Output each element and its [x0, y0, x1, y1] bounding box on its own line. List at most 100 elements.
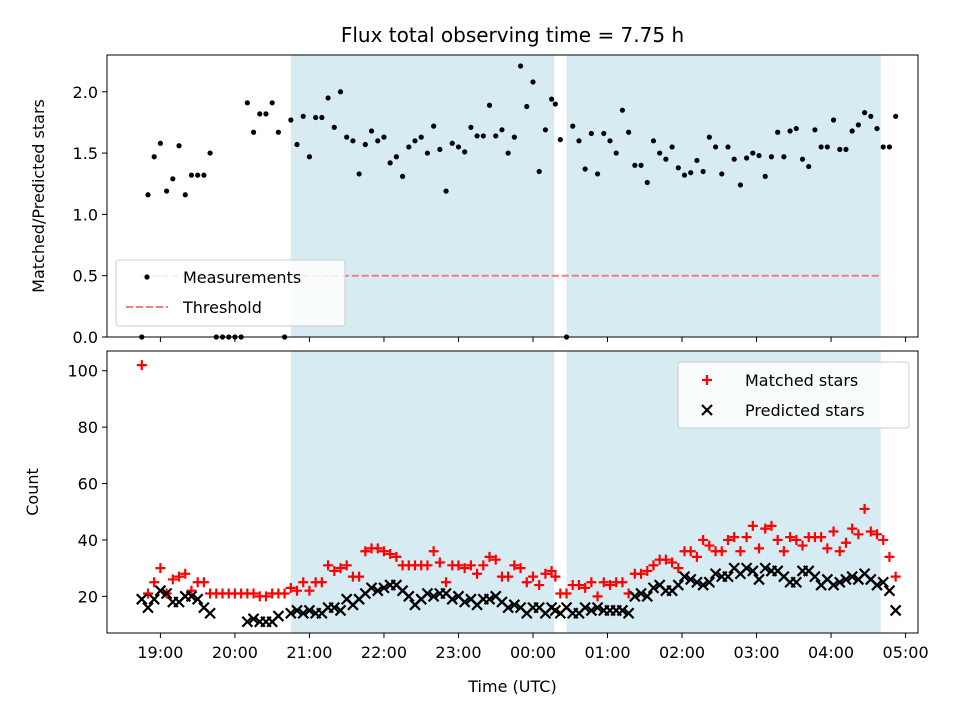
top-y-axis-label: Matched/Predicted stars [29, 99, 48, 293]
data-point [579, 601, 591, 614]
data-point [861, 110, 868, 116]
data-point [762, 173, 768, 179]
data-point [719, 171, 725, 177]
data-point [164, 188, 170, 194]
data-point [443, 188, 449, 194]
data-point [155, 563, 166, 574]
data-point [855, 122, 861, 128]
bottom-panel-axes: 19:00 20:00 21:00 22:00 23:00 00:00 01:00 02:00… [67, 350, 929, 662]
data-point [840, 537, 851, 548]
data-point [886, 144, 893, 150]
data-point [778, 546, 789, 557]
data-point [601, 130, 607, 137]
data-point [428, 546, 439, 557]
data-point [292, 585, 303, 596]
data-point [474, 133, 480, 139]
data-point [191, 593, 204, 605]
data-point [700, 168, 706, 175]
data-point [781, 154, 787, 160]
legend-label-measurements: Measurements [183, 268, 301, 287]
data-point [546, 565, 557, 576]
data-point [880, 144, 886, 150]
data-point [306, 154, 313, 160]
y-tick-label: 80 [78, 418, 98, 437]
data-point [635, 587, 647, 600]
data-point [890, 571, 901, 582]
data-point [722, 570, 734, 583]
data-point [704, 540, 715, 551]
data-point [622, 607, 635, 620]
data-point [797, 540, 808, 551]
data-point [799, 156, 806, 162]
data-point [663, 156, 669, 162]
data-point [185, 590, 198, 603]
data-point [638, 162, 644, 168]
data-point [176, 143, 182, 149]
data-point [421, 587, 434, 600]
data-point [681, 172, 688, 178]
data-point [503, 571, 514, 582]
data-point [877, 576, 890, 589]
data-point [160, 587, 173, 600]
data-point [483, 593, 496, 605]
legend-label-threshold: Threshold [182, 298, 262, 317]
chart-title: Flux total observing time = 7.75 h [341, 23, 684, 47]
data-point [657, 150, 663, 156]
y-tick-label: 20 [78, 587, 98, 606]
data-point [878, 534, 889, 545]
data-point [331, 124, 337, 130]
data-point [806, 163, 812, 170]
data-point [550, 571, 561, 582]
data-point [313, 114, 319, 121]
data-point [648, 560, 659, 571]
data-point [325, 95, 331, 101]
measurements-series [139, 63, 899, 340]
data-point [269, 100, 275, 106]
data-point [729, 532, 740, 543]
data-point [511, 134, 517, 140]
top-panel: 0.0 0.5 1.0 1.5 2.0 Measurements Threshold Fl… [29, 23, 919, 347]
data-point [195, 172, 201, 178]
x-axis-label: Time (UTC) [467, 677, 556, 696]
data-point [499, 127, 505, 133]
observing-interval [290, 351, 555, 633]
data-point [344, 134, 350, 140]
data-point [148, 593, 160, 605]
data-point [298, 577, 309, 588]
data-point [837, 146, 843, 153]
data-point [521, 577, 532, 588]
data-point [198, 577, 209, 588]
data-point [180, 568, 191, 579]
data-point [735, 546, 746, 557]
data-point [378, 582, 390, 594]
data-point [759, 562, 772, 574]
data-point [154, 584, 167, 597]
y-tick-label: 0.5 [73, 267, 98, 286]
data-point [731, 156, 737, 162]
data-point [812, 127, 818, 133]
data-point [874, 125, 880, 132]
data-point [465, 560, 476, 571]
data-point [632, 162, 638, 168]
observing-window-shading [290, 55, 881, 337]
data-point [853, 529, 864, 540]
data-point [859, 503, 870, 514]
data-point [167, 574, 178, 585]
x-tick-label: 20:00 [212, 643, 258, 662]
data-point [300, 113, 306, 119]
y-tick-label: 100 [67, 362, 98, 381]
data-point [362, 141, 368, 148]
data-point [598, 577, 609, 588]
data-point [847, 523, 858, 534]
x-tick-label: 21:00 [286, 643, 332, 662]
bottom-panel-legend: Matched stars Predicted stars [677, 361, 910, 429]
data-point [354, 571, 365, 582]
data-point [833, 576, 846, 589]
data-point [688, 170, 694, 176]
data-point [174, 571, 185, 582]
data-point [279, 588, 290, 599]
data-point [871, 579, 883, 591]
data-point [849, 128, 855, 134]
data-point [316, 577, 327, 588]
